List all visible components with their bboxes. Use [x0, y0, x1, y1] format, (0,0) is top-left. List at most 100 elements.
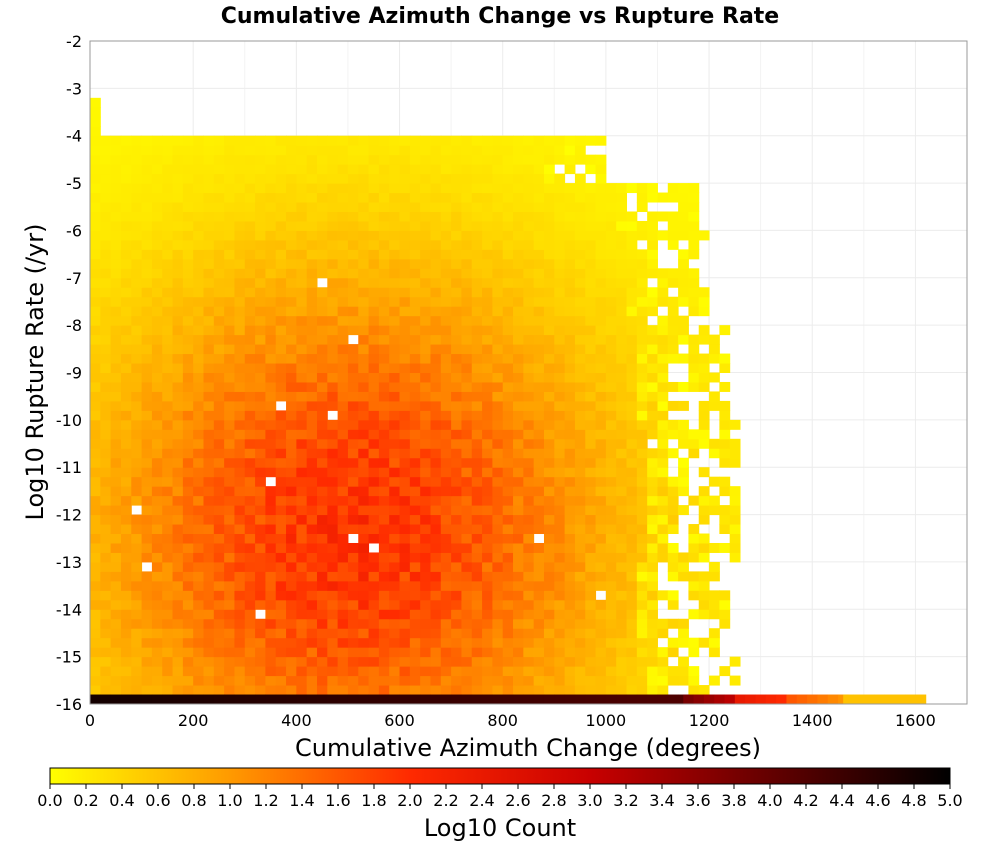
heatmap-cell — [368, 268, 380, 279]
heatmap-cell — [688, 296, 700, 307]
heatmap-cell — [461, 287, 473, 298]
heatmap-cell-bottom-row — [616, 694, 628, 704]
heatmap-cell — [347, 495, 359, 506]
heatmap-cell — [688, 580, 700, 591]
heatmap-cell — [337, 533, 349, 544]
heatmap-cell — [368, 334, 380, 345]
heatmap-cell — [90, 609, 101, 620]
heatmap-cell — [389, 448, 401, 459]
heatmap-cell — [296, 410, 308, 421]
heatmap-cell — [482, 505, 493, 516]
heatmap-cell — [492, 344, 504, 355]
heatmap-cell — [492, 372, 504, 383]
heatmap-cell — [234, 571, 246, 582]
heatmap-cell — [265, 599, 277, 610]
heatmap-cell — [234, 192, 246, 203]
heatmap-cell — [234, 249, 246, 260]
heatmap-cell — [523, 230, 535, 241]
heatmap-cell — [461, 561, 473, 572]
heatmap-cell — [502, 296, 514, 307]
heatmap-cell — [162, 599, 174, 610]
heatmap-cell — [224, 647, 235, 658]
heatmap-cell — [513, 514, 524, 525]
heatmap-cell — [255, 164, 266, 175]
heatmap-cell — [667, 296, 679, 307]
heatmap-cell — [265, 438, 277, 449]
heatmap-cell — [306, 656, 318, 667]
heatmap-cell — [688, 306, 700, 317]
heatmap-cell — [626, 419, 638, 430]
heatmap-cell — [234, 599, 246, 610]
heatmap-cell — [492, 306, 504, 317]
heatmap-cell — [585, 400, 597, 411]
heatmap-cell — [265, 277, 277, 288]
heatmap-cell — [389, 344, 401, 355]
heatmap-cell — [203, 211, 215, 222]
heatmap-cell — [378, 524, 390, 535]
heatmap-cell — [678, 230, 689, 241]
heatmap-cell — [327, 230, 339, 241]
heatmap-cell — [151, 164, 163, 175]
heatmap-cell — [543, 145, 555, 156]
heatmap-cell — [306, 580, 318, 591]
heatmap-cell — [502, 315, 514, 326]
heatmap-cell — [574, 571, 586, 582]
heatmap-cell — [172, 542, 184, 553]
heatmap-cell — [585, 372, 597, 383]
heatmap-cell — [688, 495, 700, 506]
heatmap-cell — [141, 192, 153, 203]
heatmap-cell — [523, 183, 535, 194]
heatmap-cell — [451, 505, 462, 516]
heatmap-cell — [286, 258, 297, 269]
heatmap-cell — [234, 363, 246, 373]
heatmap-cell — [265, 239, 277, 250]
heatmap-cell — [296, 457, 308, 468]
heatmap-cell — [461, 381, 473, 392]
heatmap-cell — [213, 353, 225, 364]
heatmap-cell — [523, 325, 535, 336]
heatmap-cell-bottom-row — [513, 694, 524, 704]
heatmap-cell — [440, 363, 452, 373]
heatmap-cell — [533, 220, 545, 231]
heatmap-cell — [265, 457, 277, 468]
heatmap-cell — [244, 306, 256, 317]
heatmap-cell — [492, 675, 504, 686]
heatmap-cell — [265, 202, 277, 212]
heatmap-cell — [306, 675, 318, 686]
heatmap-cell — [543, 334, 555, 345]
heatmap-cell — [275, 315, 287, 326]
heatmap-cell — [141, 353, 153, 364]
heatmap-cell — [636, 363, 648, 373]
heatmap-cell — [389, 249, 401, 260]
heatmap-cell — [265, 618, 277, 629]
heatmap-cell — [502, 590, 514, 601]
heatmap-cell — [193, 173, 204, 184]
heatmap-cell — [678, 400, 689, 411]
heatmap-cell — [90, 647, 101, 658]
heatmap-cell — [523, 363, 535, 373]
heatmap-cell-bottom-row — [471, 694, 483, 704]
heatmap-cell — [368, 656, 380, 667]
heatmap-cell — [358, 211, 370, 222]
heatmap-cell — [224, 410, 235, 421]
heatmap-cell — [296, 656, 308, 667]
heatmap-cell — [275, 609, 287, 620]
heatmap-cell — [399, 429, 411, 440]
heatmap-cell — [151, 590, 163, 601]
heatmap-cell — [389, 296, 401, 307]
heatmap-cell — [203, 145, 215, 156]
heatmap-cell — [234, 524, 246, 535]
heatmap-cell — [626, 315, 638, 326]
heatmap-cell — [172, 419, 184, 430]
heatmap-cell — [626, 599, 638, 610]
heatmap-cell — [502, 287, 514, 298]
colorbar-tick-label-19: 3.8 — [721, 791, 746, 810]
heatmap-cell — [368, 457, 380, 468]
heatmap-cell — [647, 183, 658, 194]
heatmap-cell — [368, 363, 380, 373]
heatmap-cell — [100, 400, 112, 411]
heatmap-cell-bottom-row — [203, 694, 215, 704]
heatmap-cell — [543, 183, 555, 194]
heatmap-cell — [224, 533, 235, 544]
heatmap-cell — [574, 486, 586, 497]
